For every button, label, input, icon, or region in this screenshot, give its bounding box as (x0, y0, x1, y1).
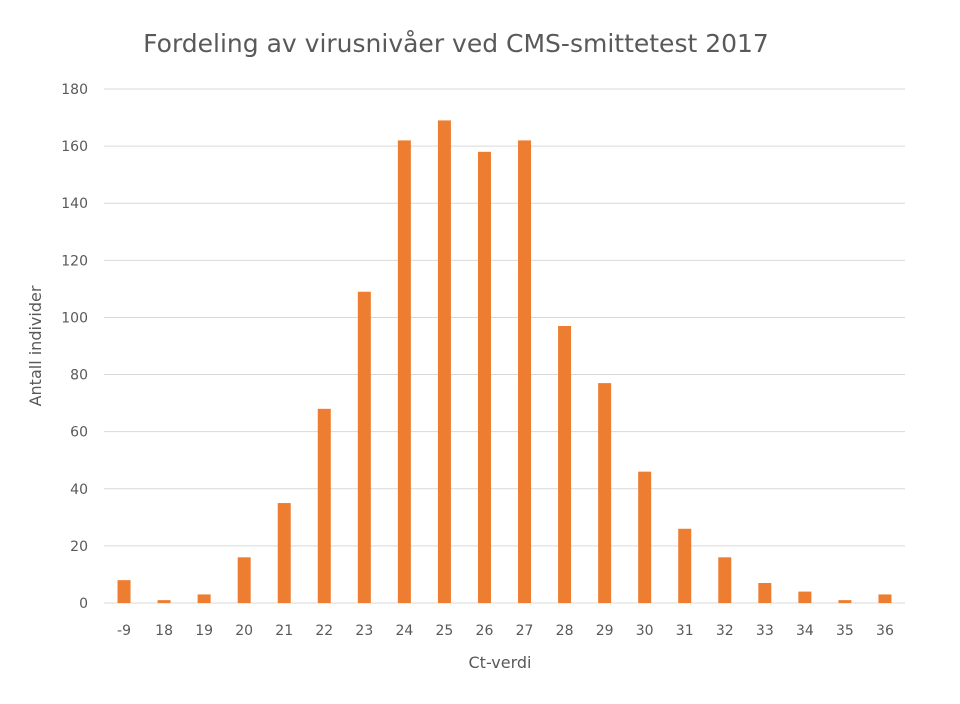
y-tick-label: 180 (61, 82, 88, 98)
x-tick-label: 35 (836, 623, 854, 639)
x-tick-label: 18 (155, 623, 173, 639)
bar-34 (798, 591, 812, 603)
x-axis-label: Ct-verdi (469, 653, 532, 672)
y-tick-label: 60 (70, 425, 88, 441)
y-tick-label: 20 (70, 539, 88, 555)
x-axis-ticks: -9 18 19 20 21 22 23 24 25 26 27 28 29 30 31 32 33 34 35 36 (117, 623, 894, 639)
x-tick-label: 22 (315, 623, 333, 639)
bar-32 (718, 557, 732, 603)
y-tick-label: 0 (79, 596, 88, 612)
x-tick-label: 33 (756, 623, 774, 639)
y-tick-label: 140 (61, 196, 88, 212)
bar-30 (638, 471, 652, 603)
y-axis-label: Antall individer (26, 285, 45, 406)
x-tick-label: 27 (516, 623, 534, 639)
y-tick-label: 100 (61, 310, 88, 326)
bars (117, 120, 892, 604)
bar-27 (518, 140, 532, 603)
bar-29 (598, 383, 612, 603)
bar-21 (277, 503, 291, 603)
bar-33 (758, 583, 772, 603)
bar-36 (878, 594, 892, 603)
bar-26 (477, 151, 491, 604)
y-tick-label: 160 (61, 139, 88, 155)
x-tick-label: 24 (395, 623, 413, 639)
x-tick-label: 32 (716, 623, 734, 639)
y-axis-ticks: 0 20 40 60 80 100 120 140 160 180 (61, 82, 88, 612)
x-tick-label: 29 (596, 623, 614, 639)
y-tick-label: 40 (70, 482, 88, 498)
chart-title: Fordeling av virusnivåer ved CMS-smittet… (143, 29, 769, 58)
x-tick-label: 34 (796, 623, 814, 639)
x-tick-label: 30 (636, 623, 654, 639)
bar-28 (558, 326, 572, 603)
bar-22 (317, 408, 331, 603)
x-tick-label: 28 (556, 623, 574, 639)
bar--9 (117, 580, 131, 603)
bar-35 (838, 600, 852, 603)
x-tick-label: 25 (436, 623, 454, 639)
x-tick-label: 23 (355, 623, 373, 639)
bar-20 (237, 557, 251, 603)
x-tick-label: 31 (676, 623, 694, 639)
bar-24 (397, 140, 411, 603)
x-tick-label: 20 (235, 623, 253, 639)
bar-19 (197, 594, 211, 603)
y-tick-label: 80 (70, 368, 88, 384)
y-tick-label: 120 (61, 253, 88, 269)
x-tick-label: 21 (275, 623, 293, 639)
bar-25 (437, 120, 451, 604)
x-tick-label: 26 (476, 623, 494, 639)
x-tick-label: 19 (195, 623, 213, 639)
bar-31 (678, 528, 692, 603)
gridlines (104, 88, 905, 604)
x-tick-label: -9 (117, 623, 131, 639)
bar-18 (157, 600, 171, 603)
x-tick-label: 36 (876, 623, 894, 639)
bar-23 (357, 291, 371, 603)
